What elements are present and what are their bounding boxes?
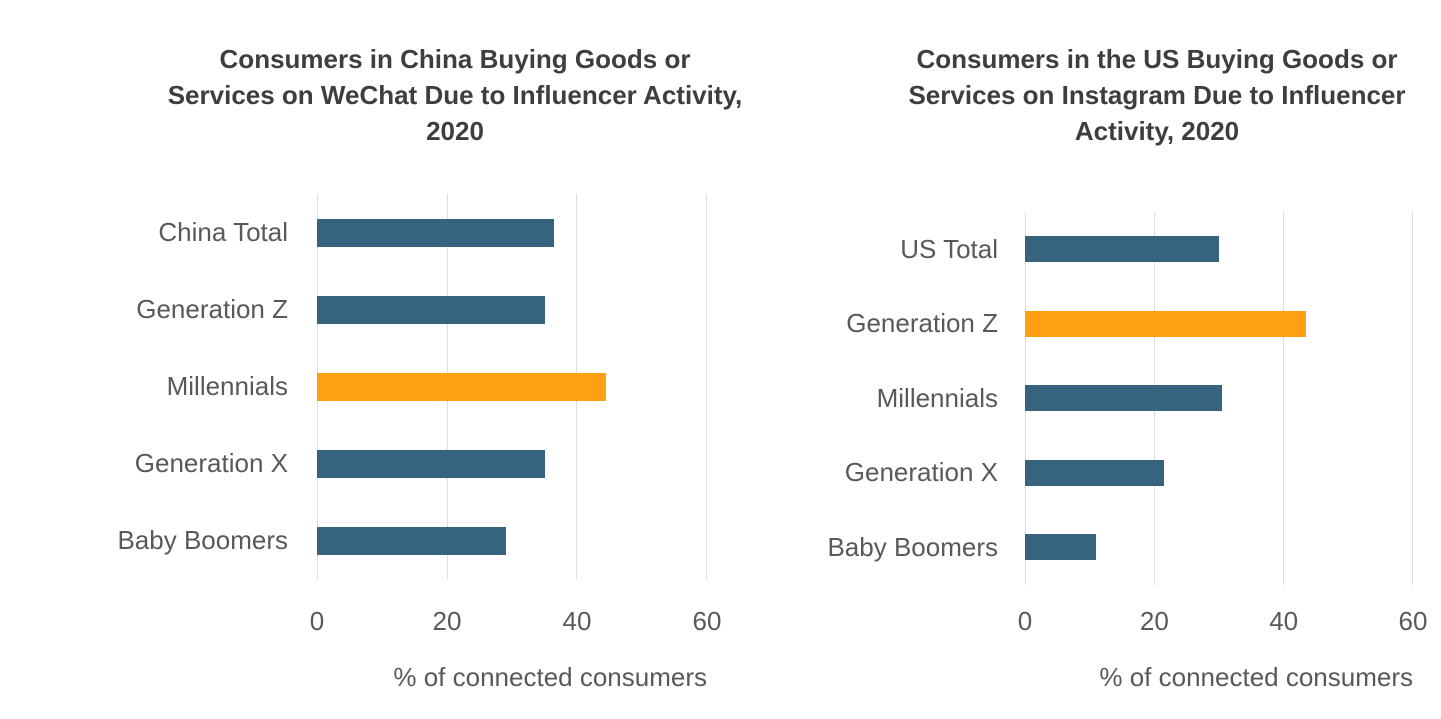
bar-baby-boomers xyxy=(1025,534,1097,561)
category-label: Generation X xyxy=(134,448,288,478)
x-tick-label: 60 xyxy=(692,606,722,636)
bar-track xyxy=(1025,361,1413,436)
x-tick-label: 40 xyxy=(562,606,592,636)
category-label: Generation X xyxy=(844,457,998,488)
category-label: Baby Boomers xyxy=(827,531,998,562)
plot-column: 0 20 40 60 % of connected consumers xyxy=(1018,212,1428,693)
plot: US Total Generation Z Millennials Generatio… xyxy=(810,212,1428,693)
bar-generation-z xyxy=(1025,310,1307,337)
plot: China Total Generation Z Millennials Genera… xyxy=(100,194,722,693)
bar-generation-x xyxy=(317,449,545,478)
bar-track xyxy=(317,425,707,502)
bar-track xyxy=(1025,436,1413,511)
bar-track xyxy=(317,194,707,271)
category-label: Millennials xyxy=(876,382,998,413)
bar-millennials xyxy=(1025,385,1223,412)
category-label: Generation Z xyxy=(846,308,998,339)
plot-area xyxy=(1025,212,1413,585)
bar-track xyxy=(1025,510,1413,585)
x-tick-label: 60 xyxy=(1398,605,1428,636)
x-tick-label: 0 xyxy=(1017,605,1033,636)
x-axis-label: % of connected consumers xyxy=(1099,661,1413,692)
x-axis-label: % of connected consumers xyxy=(393,662,707,692)
bar-generation-z xyxy=(317,295,545,324)
x-axis-ticks: 0 20 40 60 xyxy=(310,579,722,638)
x-tick-label: 40 xyxy=(1269,605,1299,636)
bar-millennials xyxy=(317,372,607,401)
plot-column: 0 20 40 60 % of connected consumers xyxy=(310,194,722,693)
x-tick-label: 20 xyxy=(1139,605,1169,636)
category-label: Millennials xyxy=(166,371,288,401)
china-wechat-chart: Consumers in China Buying Goods or Servi… xyxy=(100,41,742,693)
chart-title: Consumers in the US Buying Goods or Serv… xyxy=(908,44,1406,146)
category-label: Baby Boomers xyxy=(117,525,288,555)
us-instagram-chart: Consumers in the US Buying Goods or Serv… xyxy=(810,41,1428,693)
bar-china-total xyxy=(317,218,555,247)
bar-track xyxy=(1025,287,1413,362)
bar-baby-boomers xyxy=(317,526,506,555)
x-tick-label: 20 xyxy=(432,606,462,636)
category-label: Generation Z xyxy=(136,294,288,324)
category-label: China Total xyxy=(158,217,288,247)
bar-track xyxy=(1025,212,1413,287)
category-labels: China Total Generation Z Millennials Genera… xyxy=(100,194,317,693)
bar-track xyxy=(317,502,707,579)
plot-area xyxy=(317,194,707,579)
bar-track xyxy=(317,348,707,425)
category-label: US Total xyxy=(900,233,998,264)
x-tick-label: 0 xyxy=(309,606,325,636)
chart-title: Consumers in China Buying Goods or Servi… xyxy=(167,44,743,146)
bar-us-total xyxy=(1025,236,1219,263)
x-axis-ticks: 0 20 40 60 xyxy=(1018,585,1428,638)
bar-generation-x xyxy=(1025,459,1165,486)
bar-track xyxy=(317,271,707,348)
category-labels: US Total Generation Z Millennials Generatio… xyxy=(810,212,1025,693)
